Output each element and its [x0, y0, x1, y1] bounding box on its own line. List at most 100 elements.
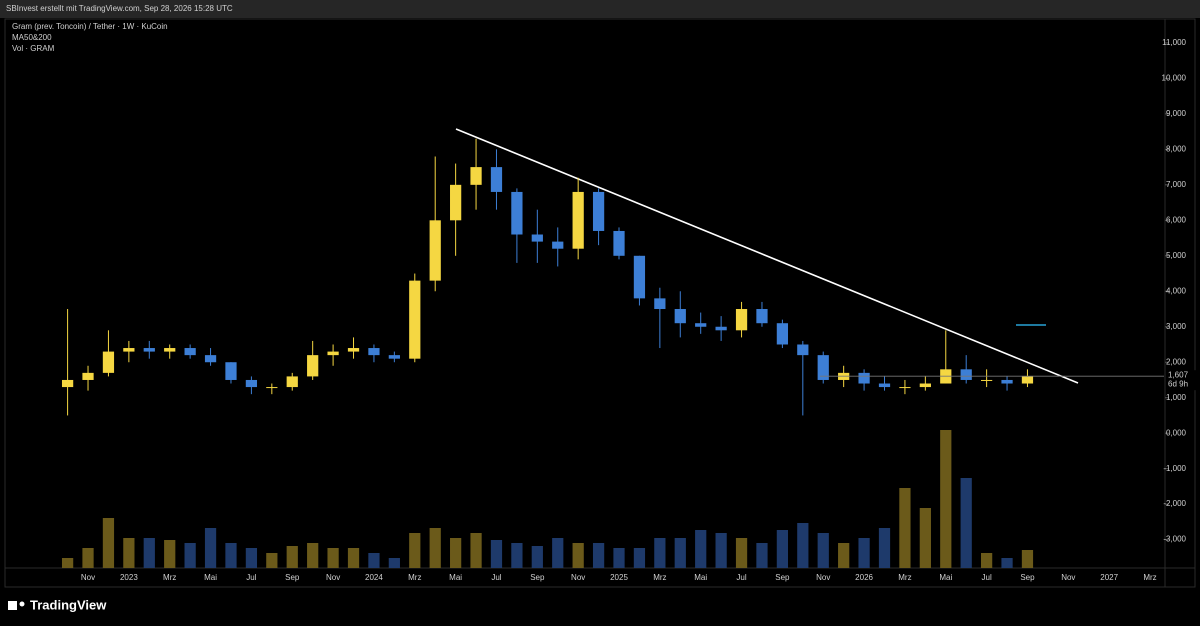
x-tick-label: Nov — [571, 573, 585, 582]
volume-bar — [674, 538, 686, 568]
x-tick-label: 2025 — [610, 573, 628, 582]
candle-body — [1001, 379, 1013, 384]
volume-bar — [143, 538, 155, 568]
frame — [4, 18, 1196, 588]
candle-body — [776, 323, 789, 345]
volume-bar — [307, 543, 319, 568]
volume-bar — [797, 523, 809, 568]
x-tick-label: Jul — [246, 573, 256, 582]
x-tick-label: Jul — [982, 573, 992, 582]
volume-bar — [450, 538, 462, 568]
y-tick-label: 9,000 — [1166, 109, 1187, 118]
candle-body — [715, 326, 727, 331]
candle-body — [981, 379, 993, 381]
top-bar — [0, 0, 1200, 18]
volume-bar — [184, 543, 196, 568]
candle-body — [286, 376, 298, 388]
candle-body — [61, 379, 74, 388]
volume-bar — [511, 543, 523, 568]
x-tick-label: 2027 — [1100, 573, 1118, 582]
candle-body — [735, 309, 748, 331]
y-tick-label: 8,000 — [1166, 144, 1187, 153]
volume-bar — [102, 518, 115, 568]
volume-bar — [654, 538, 666, 568]
header: SBInvest erstellt mit TradingView.com, S… — [6, 4, 233, 13]
volume-bar — [123, 538, 135, 568]
volume-bar — [878, 528, 891, 568]
candle-body — [470, 167, 482, 185]
x-tick-label: Jul — [491, 573, 501, 582]
volume-bar — [368, 553, 380, 568]
x-tick-label: Mai — [204, 573, 217, 582]
chart-title: Gram (prev. Toncoin) / Tether · 1W · KuC… — [12, 22, 168, 31]
volume-bar — [695, 530, 707, 568]
volume-bar — [1001, 558, 1013, 568]
candle-body — [225, 362, 237, 380]
volume-bar — [776, 530, 789, 568]
countdown: 6d 9h — [1168, 379, 1188, 388]
y-tick-label: 1,000 — [1166, 393, 1187, 402]
last-price-label: 1,607 — [1168, 370, 1189, 379]
volume-bar — [204, 528, 217, 568]
candle-body — [245, 379, 258, 388]
candle-body — [450, 184, 462, 221]
candle-body — [164, 348, 176, 352]
candle-body — [572, 191, 584, 249]
volume-bar — [756, 543, 768, 568]
x-tick-label: Nov — [1061, 573, 1075, 582]
x-tick-label: Mrz — [653, 573, 666, 582]
volume-bar — [409, 533, 421, 568]
x-tick-label: Mrz — [898, 573, 911, 582]
y-tick-label: 0,000 — [1166, 428, 1187, 437]
logo-mark — [8, 601, 17, 610]
candle-body — [633, 255, 646, 299]
volume-bar — [940, 430, 952, 568]
candle-body — [184, 348, 196, 356]
candle-body — [960, 369, 972, 380]
candle-body — [82, 372, 94, 380]
x-tick-label: Mai — [939, 573, 952, 582]
volume-bar — [531, 546, 543, 568]
candle-body — [878, 383, 891, 388]
candle-body — [695, 323, 707, 327]
x-tick-label: 2026 — [855, 573, 873, 582]
volume-bar — [429, 528, 441, 568]
x-tick-label: Sep — [1020, 573, 1035, 582]
brand: TradingView — [30, 597, 107, 612]
indicator: MA50&200 — [12, 33, 52, 42]
x-tick-label: Sep — [530, 573, 545, 582]
volume-bar — [960, 478, 972, 568]
candle-body — [511, 191, 523, 235]
y-tick-label: 11,000 — [1162, 38, 1186, 47]
x-tick-label: Jul — [736, 573, 746, 582]
volume-bar — [266, 553, 278, 568]
candle-body — [919, 383, 931, 388]
volume-bar — [470, 533, 482, 568]
logo: TradingView — [8, 597, 107, 612]
candle-body — [858, 372, 870, 384]
last-price-box — [1166, 370, 1196, 391]
trend-line — [455, 128, 1079, 384]
volume-bar — [61, 558, 74, 568]
volume-bar — [327, 548, 339, 568]
candle-body — [204, 355, 217, 363]
candle-body — [797, 344, 809, 356]
y-tick-label: -3,000 — [1163, 535, 1186, 544]
volume-bar — [817, 533, 829, 568]
candle-body — [143, 348, 155, 352]
candle-body — [388, 355, 400, 359]
volume-bar — [164, 540, 176, 568]
volume-bar — [572, 543, 584, 568]
volume-bar — [735, 538, 748, 568]
y-tick-label: 4,000 — [1166, 286, 1187, 295]
volume-bar — [286, 546, 298, 568]
volume-bar — [388, 558, 400, 568]
candle-body — [102, 351, 115, 373]
volume-bar — [613, 548, 625, 568]
candle-body — [674, 309, 686, 324]
x-tick-label: 2023 — [120, 573, 138, 582]
candle-body — [368, 348, 380, 356]
y-tick-label: 7,000 — [1166, 180, 1187, 189]
